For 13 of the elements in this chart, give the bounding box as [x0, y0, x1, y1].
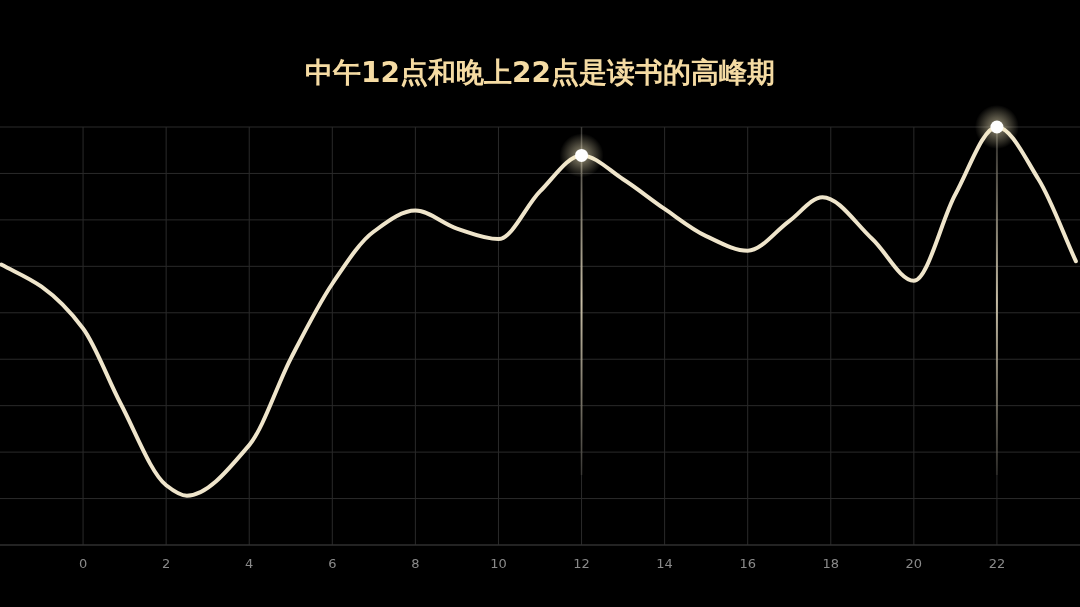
x-tick-label: 14: [656, 556, 673, 571]
x-tick-label: 0: [78, 556, 88, 571]
x-tick-label: 10: [490, 556, 507, 571]
x-tick-label: 4: [245, 556, 254, 571]
chart-title: 中午12点和晚上22点是读书的高峰期: [305, 56, 775, 89]
x-tick-label: 2: [162, 556, 171, 571]
x-tick-label: 6: [328, 556, 337, 571]
x-tick-label: 8: [411, 556, 420, 571]
x-tick-label: 12: [573, 556, 590, 571]
x-tick-label: 22: [988, 556, 1006, 571]
x-tick-label: 20: [905, 556, 923, 571]
x-tick-label: 16: [739, 556, 756, 571]
x-tick-label: 18: [822, 556, 840, 571]
